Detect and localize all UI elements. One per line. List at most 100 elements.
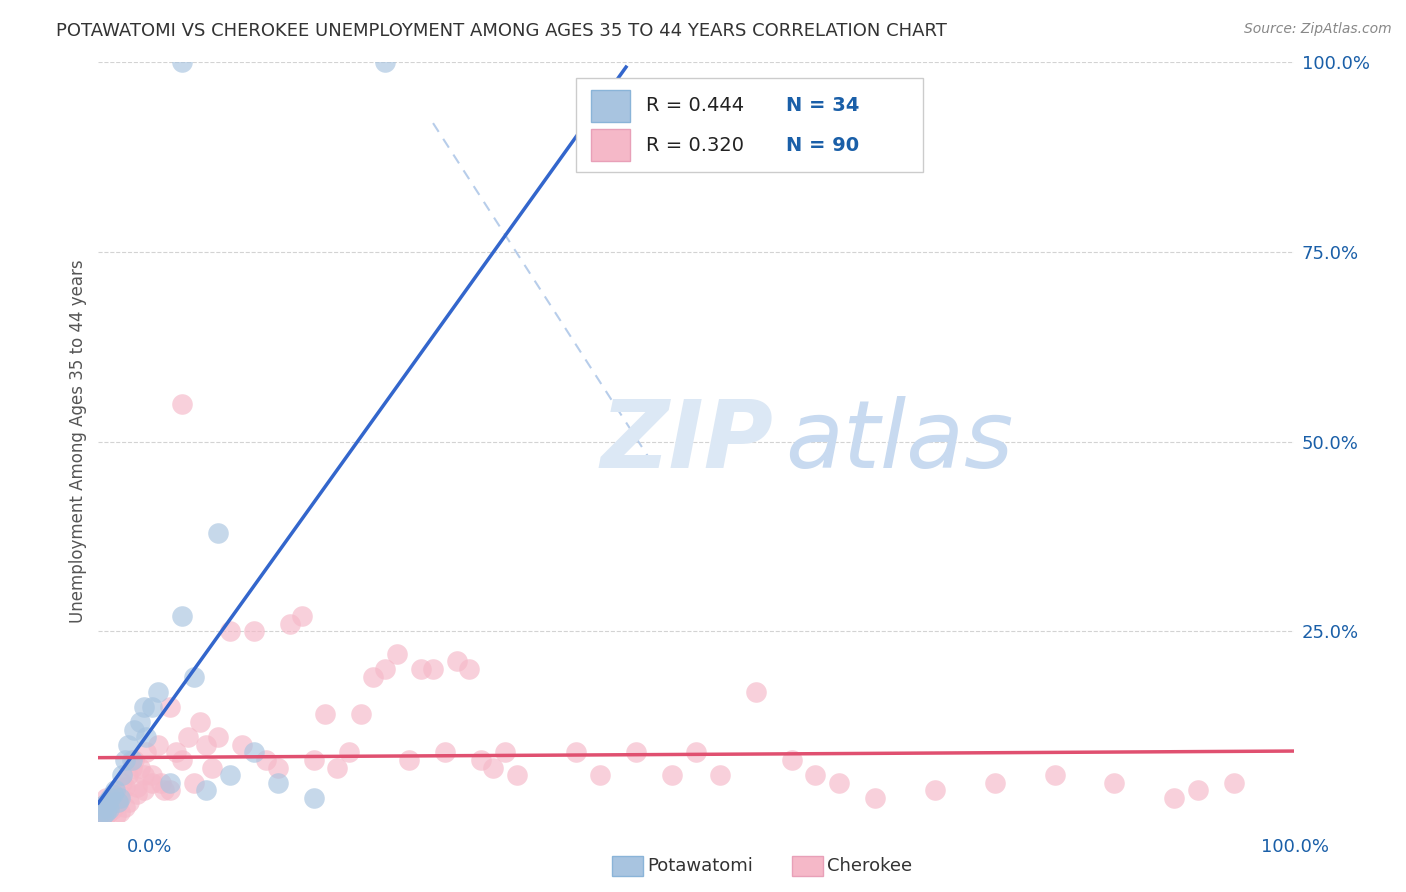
Point	[374, 55, 396, 70]
Point	[924, 783, 946, 797]
Point	[984, 776, 1007, 790]
Bar	[591, 129, 630, 161]
Text: atlas: atlas	[786, 396, 1014, 487]
Point	[254, 753, 277, 767]
Point	[267, 760, 290, 774]
Point	[165, 746, 187, 760]
Text: Cherokee: Cherokee	[827, 857, 912, 875]
Point	[1104, 776, 1126, 790]
Point	[481, 760, 505, 774]
Point	[183, 669, 205, 683]
Point	[278, 616, 301, 631]
Point	[506, 768, 529, 782]
Text: 0.0%: 0.0%	[127, 838, 172, 856]
Point	[111, 768, 134, 782]
Point	[148, 738, 170, 752]
Point	[589, 768, 612, 782]
Point	[129, 760, 152, 774]
Y-axis label: Unemployment Among Ages 35 to 44 years: Unemployment Among Ages 35 to 44 years	[69, 260, 87, 624]
Point	[114, 780, 136, 794]
Point	[91, 807, 114, 822]
Point	[291, 608, 314, 623]
Point	[135, 746, 157, 760]
Point	[350, 707, 373, 722]
Text: Source: ZipAtlas.com: Source: ZipAtlas.com	[1244, 22, 1392, 37]
Point	[90, 806, 112, 821]
Point	[107, 795, 129, 809]
Point	[865, 791, 887, 805]
Point	[93, 798, 115, 813]
Point	[104, 783, 127, 797]
Point	[141, 768, 163, 782]
Point	[91, 805, 114, 819]
Point	[302, 791, 325, 805]
Point	[135, 730, 157, 744]
Point	[422, 662, 444, 676]
Point	[118, 795, 141, 809]
Point	[243, 746, 266, 760]
Text: R = 0.444: R = 0.444	[645, 96, 744, 115]
Text: N = 90: N = 90	[786, 136, 859, 154]
Point	[804, 768, 827, 782]
Point	[148, 685, 170, 699]
Point	[121, 760, 143, 774]
Point	[108, 805, 131, 819]
Point	[101, 791, 124, 805]
Point	[141, 699, 163, 714]
Point	[98, 802, 121, 816]
Point	[93, 798, 115, 813]
Point	[470, 753, 492, 767]
Point	[159, 699, 181, 714]
Point	[149, 776, 172, 790]
Text: R = 0.320: R = 0.320	[645, 136, 744, 154]
Point	[111, 776, 134, 790]
Point	[363, 669, 385, 683]
Point	[219, 624, 242, 639]
Point	[121, 753, 143, 767]
Point	[172, 396, 194, 410]
Point	[1163, 791, 1185, 805]
Point	[1187, 783, 1209, 797]
Point	[709, 768, 731, 782]
Text: N = 34: N = 34	[786, 96, 859, 115]
Point	[96, 795, 118, 809]
Point	[97, 806, 120, 821]
Point	[267, 776, 290, 790]
Point	[458, 662, 481, 676]
Text: Potawatomi: Potawatomi	[647, 857, 752, 875]
Point	[98, 795, 122, 809]
Point	[780, 753, 803, 767]
Point	[108, 787, 131, 801]
FancyBboxPatch shape	[576, 78, 922, 172]
Point	[231, 738, 253, 752]
Point	[141, 776, 163, 790]
Point	[94, 791, 117, 805]
Point	[98, 798, 122, 813]
Point	[172, 753, 194, 767]
Point	[302, 753, 325, 767]
Point	[201, 760, 224, 774]
Point	[398, 753, 420, 767]
Point	[108, 791, 131, 805]
Point	[172, 608, 194, 623]
Point	[159, 776, 181, 790]
Point	[661, 768, 683, 782]
Text: POTAWATOMI VS CHEROKEE UNEMPLOYMENT AMONG AGES 35 TO 44 YEARS CORRELATION CHART: POTAWATOMI VS CHEROKEE UNEMPLOYMENT AMON…	[56, 22, 948, 40]
Point	[94, 802, 117, 816]
Point	[97, 800, 120, 814]
Point	[315, 707, 337, 722]
Point	[685, 746, 707, 760]
Point	[411, 662, 433, 676]
Point	[132, 783, 155, 797]
Point	[172, 55, 194, 70]
Point	[114, 753, 136, 767]
Point	[114, 800, 136, 814]
Point	[124, 753, 146, 767]
Point	[565, 746, 588, 760]
Point	[177, 730, 200, 744]
Point	[434, 746, 457, 760]
Point	[153, 783, 176, 797]
Bar	[591, 90, 630, 121]
Point	[494, 746, 516, 760]
Point	[207, 730, 229, 744]
